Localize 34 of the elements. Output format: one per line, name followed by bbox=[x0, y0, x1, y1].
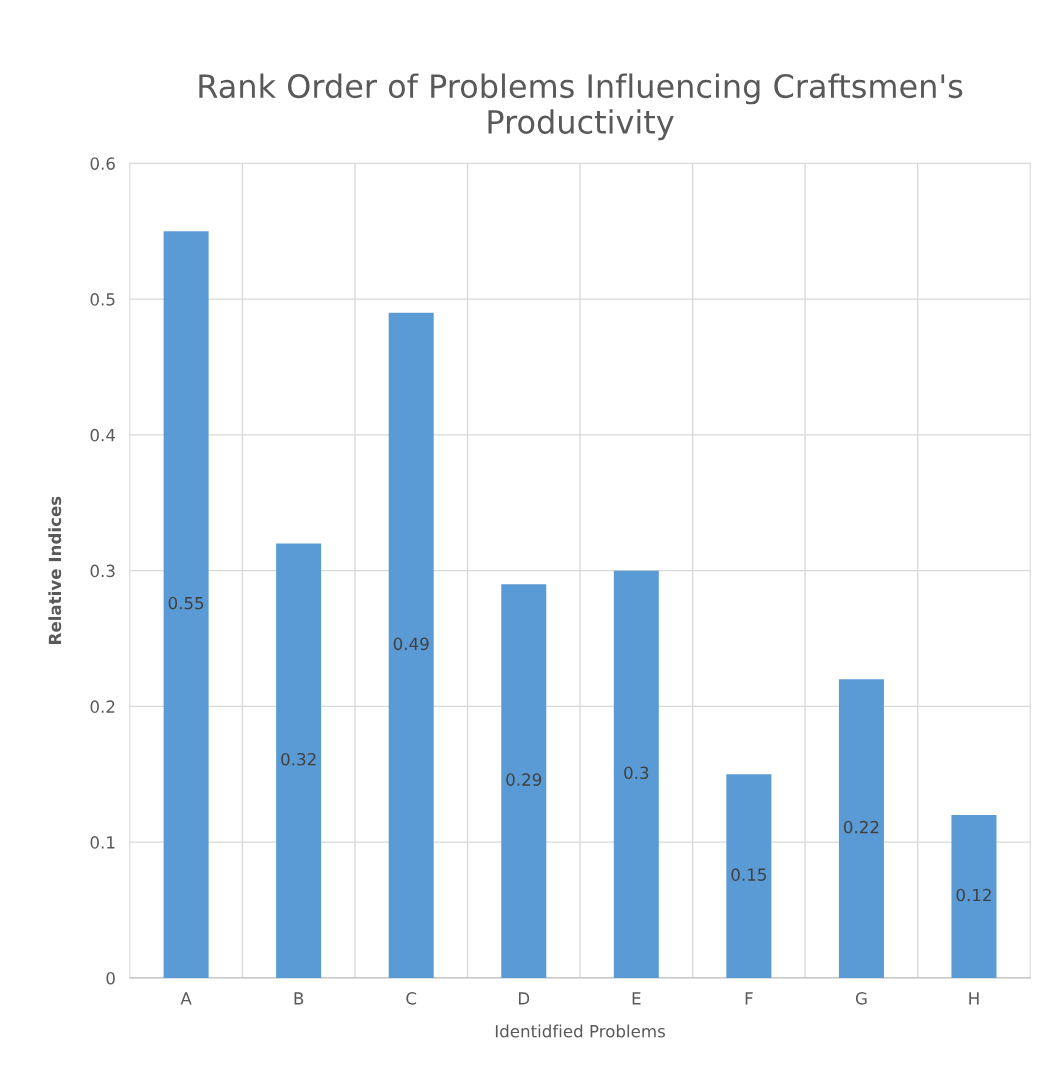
bar bbox=[501, 584, 547, 978]
bar bbox=[388, 312, 434, 978]
data-label: 0.22 bbox=[843, 820, 879, 834]
y-tick-label: 0 bbox=[106, 971, 115, 985]
data-label: 0.3 bbox=[624, 766, 649, 780]
data-label: 0.49 bbox=[393, 637, 429, 651]
x-tick-label: E bbox=[632, 992, 641, 1005]
x-tick-label: H bbox=[969, 992, 979, 1005]
y-tick-label: 0.2 bbox=[90, 700, 115, 713]
y-tick-label: 0.6 bbox=[90, 157, 115, 170]
x-tick-label: B bbox=[294, 992, 304, 1005]
data-label: 0.15 bbox=[731, 868, 766, 881]
bar bbox=[163, 231, 209, 978]
bar bbox=[613, 570, 659, 978]
y-tick-label: 0.5 bbox=[90, 293, 115, 306]
data-label: 0.12 bbox=[956, 888, 991, 902]
y-axis-title: Relative Indices bbox=[48, 496, 62, 644]
bar bbox=[276, 543, 322, 978]
x-tick-label: A bbox=[180, 992, 192, 1005]
data-label: 0.55 bbox=[168, 596, 204, 610]
data-label: 0.29 bbox=[506, 773, 542, 786]
bar bbox=[726, 774, 772, 978]
y-tick-label: 0.4 bbox=[90, 428, 115, 442]
x-tick-label: F bbox=[745, 992, 753, 1005]
x-axis-title: Identidfied Problems bbox=[495, 1024, 665, 1038]
y-tick-label: 0.1 bbox=[90, 836, 115, 849]
chart-title: Rank Order of Problems Influencing Craftsmen's Productivity bbox=[199, 73, 963, 141]
data-label: 0.32 bbox=[281, 752, 316, 766]
y-tick-label: 0.3 bbox=[90, 564, 115, 578]
bar bbox=[838, 679, 884, 978]
bar bbox=[951, 815, 997, 978]
x-tick-label: C bbox=[406, 992, 417, 1005]
x-tick-label: D bbox=[518, 992, 530, 1005]
x-tick-label: G bbox=[855, 992, 867, 1005]
